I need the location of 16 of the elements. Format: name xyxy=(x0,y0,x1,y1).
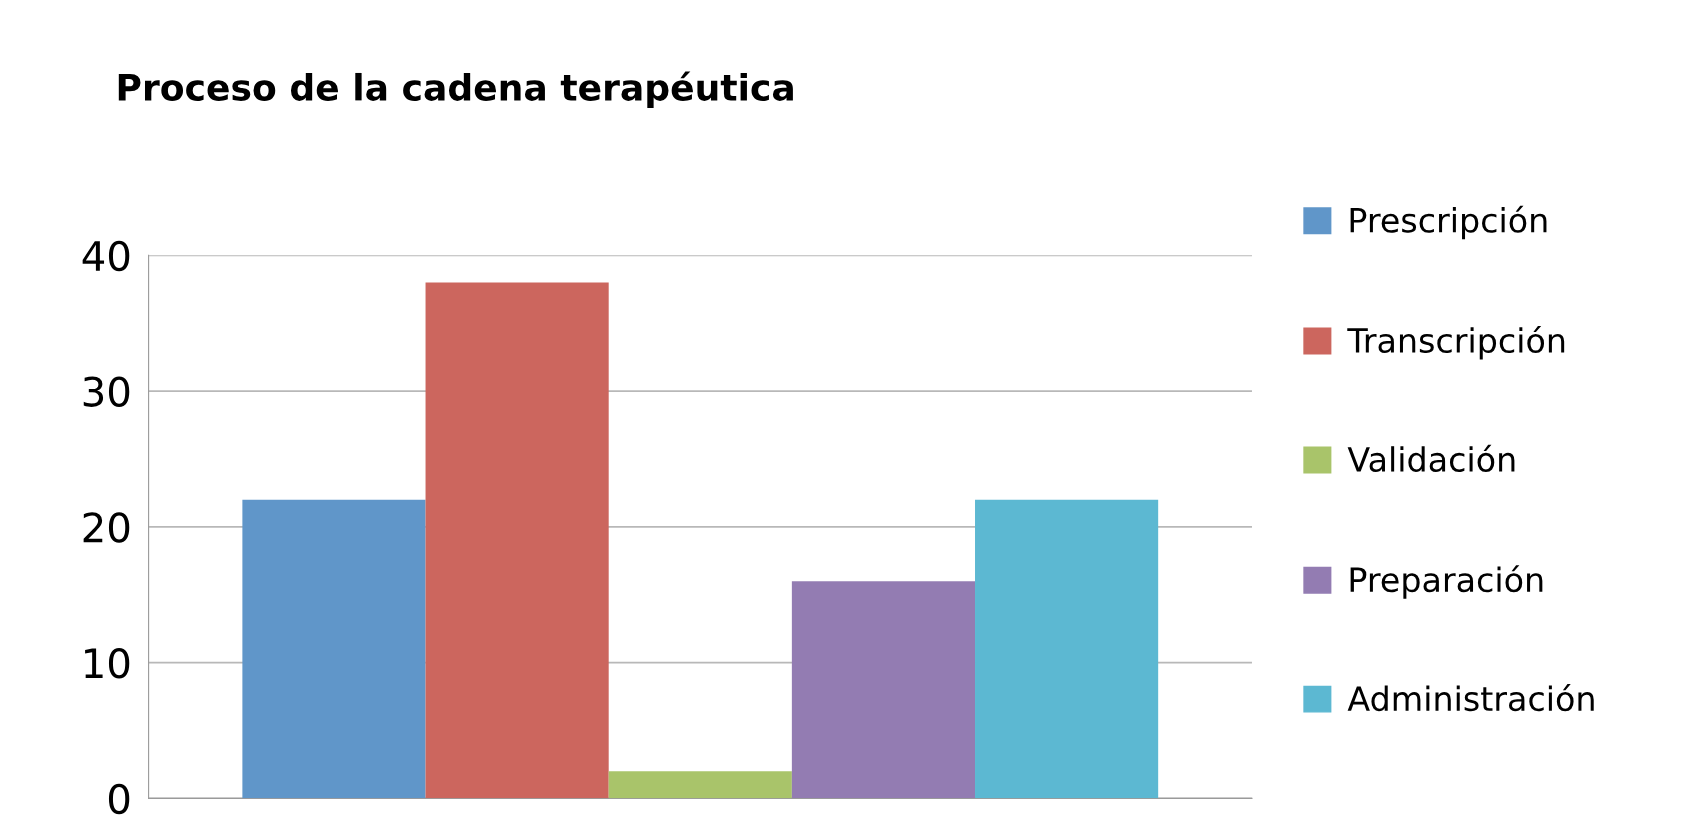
legend-label: Administración xyxy=(1347,684,1594,712)
legend-label: Preparación xyxy=(1350,565,1543,599)
y-tick-label: 30 xyxy=(83,376,130,407)
y-tick-label: 40 xyxy=(82,240,130,272)
y-tick-label: 10 xyxy=(85,647,130,679)
y-tick-label: 0 xyxy=(108,783,130,815)
bar xyxy=(242,499,426,799)
bar xyxy=(791,581,976,799)
legend-label: Validación xyxy=(1347,444,1515,473)
y-tick-label: 20 xyxy=(83,512,130,543)
legend-label: Transcripción xyxy=(1347,325,1565,360)
legend-label: Prescripción xyxy=(1350,205,1547,240)
chart-title: Proceso de la cadena terapéutica xyxy=(118,71,793,108)
bar xyxy=(608,771,792,799)
bar xyxy=(975,499,1159,799)
bar xyxy=(425,282,609,799)
